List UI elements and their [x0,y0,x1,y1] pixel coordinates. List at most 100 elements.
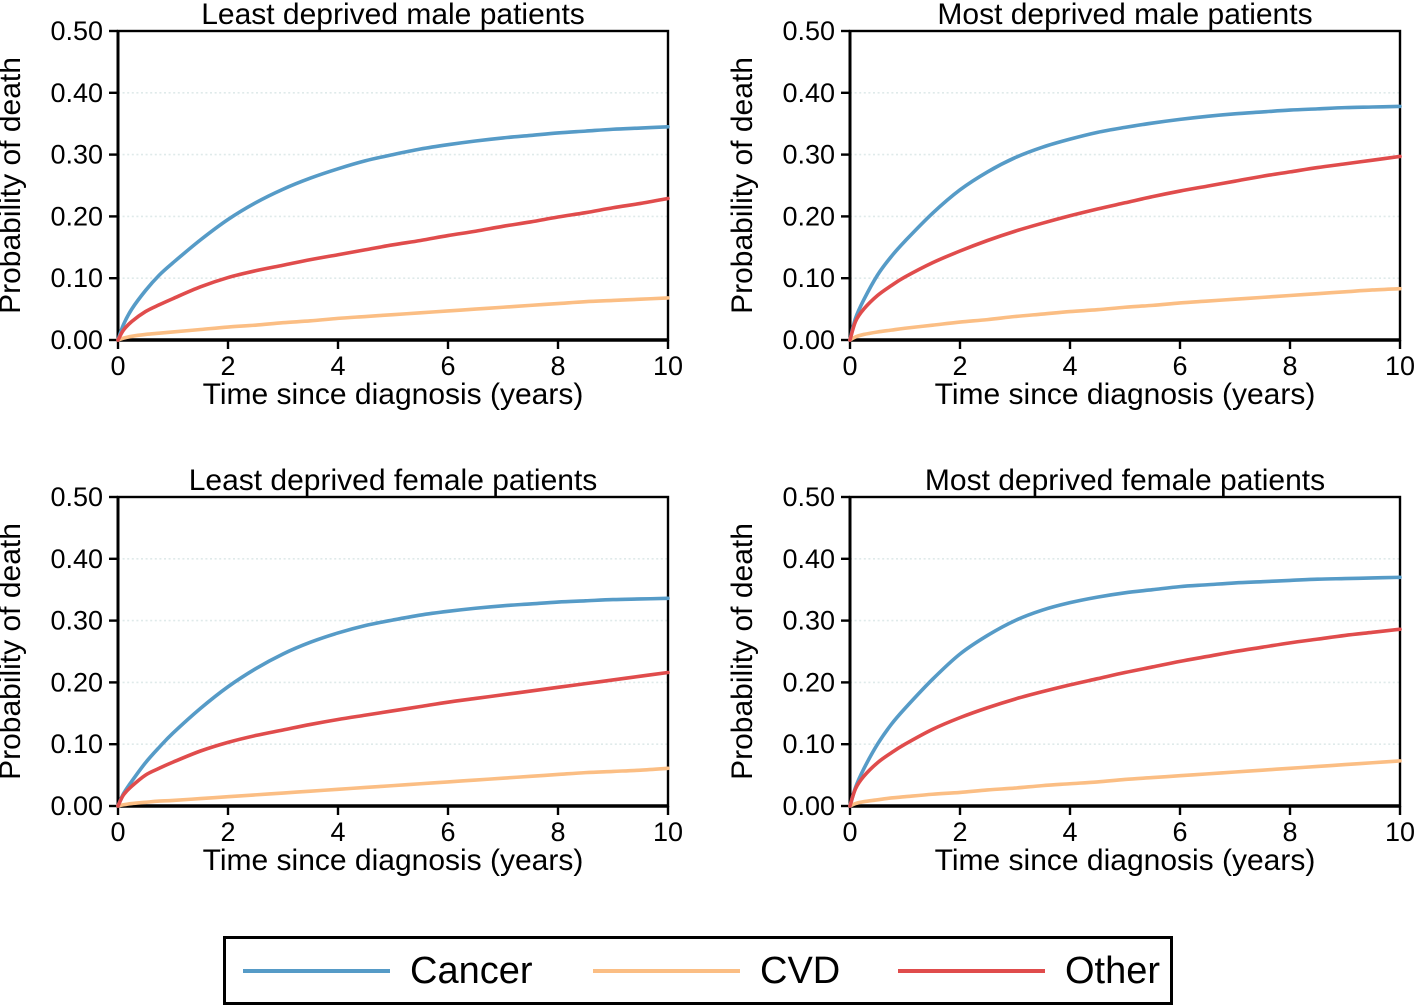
y-tick-label: 0.00 [50,791,103,821]
x-tick-label: 10 [1385,351,1415,381]
x-tick-label: 6 [1172,351,1187,381]
cancer-line [116,596,670,808]
legend-label-cancer: Cancer [410,949,533,992]
y-tick-label: 0.20 [782,667,835,697]
cancer-line [848,104,1402,342]
x-tick-label: 2 [952,351,967,381]
x-tick-label: 4 [330,351,345,381]
y-tick-label: 0.20 [782,201,835,231]
legend-item-cvd: CVD [593,939,840,1002]
x-tick-label: 6 [1172,817,1187,847]
y-tick-label: 0.10 [50,729,103,759]
x-tick-label: 2 [220,817,235,847]
cvd-line [848,286,1402,342]
x-tick-label: 0 [842,817,857,847]
y-tick-label: 0.50 [782,16,835,46]
other-line [116,196,670,342]
x-axis-label: Time since diagnosis (years) [935,844,1316,877]
x-tick-label: 4 [1062,817,1077,847]
x-tick-label: 10 [653,817,683,847]
y-tick-label: 0.30 [50,606,103,636]
gridlines [850,558,1400,746]
y-tick-label: 0.30 [782,140,835,170]
x-axis-ticks: 0 2 4 6 8 10 [110,806,683,847]
other-legend-swatch [898,968,1045,973]
y-tick-label: 0.40 [50,78,103,108]
y-tick-label: 0.30 [50,140,103,170]
x-axis-label: Time since diagnosis (years) [203,378,584,411]
gridlines [118,558,668,746]
panel-title: Least deprived female patients [189,464,598,497]
x-tick-label: 8 [1282,817,1297,847]
y-axis-ticks: 0.00 0.10 0.20 0.30 0.40 0.50 [50,482,118,821]
x-tick-label: 10 [1385,817,1415,847]
x-tick-label: 0 [842,351,857,381]
y-axis-ticks: 0.00 0.10 0.20 0.30 0.40 0.50 [782,482,850,821]
y-tick-label: 0.10 [782,729,835,759]
y-tick-label: 0.50 [50,482,103,512]
y-tick-label: 0.00 [782,791,835,821]
cvd-line [116,766,670,808]
cancer-line [848,575,1402,808]
legend-label-cvd: CVD [760,949,841,992]
x-tick-label: 0 [110,817,125,847]
panel-title: Most deprived male patients [937,0,1312,31]
gridlines [850,92,1400,280]
x-axis-ticks: 0 2 4 6 8 10 [110,340,683,381]
cvd-legend-swatch [593,968,740,973]
panel-title: Most deprived female patients [925,464,1325,497]
other-line [848,627,1402,808]
x-tick-label: 2 [220,351,235,381]
x-tick-label: 8 [1282,351,1297,381]
legend-item-cancer: Cancer [243,939,533,1002]
y-tick-label: 0.10 [50,263,103,293]
x-tick-label: 8 [550,817,565,847]
y-tick-label: 0.50 [782,482,835,512]
y-tick-label: 0.30 [782,606,835,636]
x-tick-label: 4 [1062,351,1077,381]
y-tick-label: 0.40 [782,78,835,108]
x-axis-label: Time since diagnosis (years) [935,378,1316,411]
y-tick-label: 0.40 [50,544,103,574]
y-tick-label: 0.20 [50,667,103,697]
y-tick-label: 0.50 [50,16,103,46]
other-line [116,670,670,808]
y-tick-label: 0.40 [782,544,835,574]
y-tick-label: 0.10 [782,263,835,293]
chart-most-deprived-male-patients: 0.00 0.10 0.20 0.30 0.40 0.50 0 2 4 6 8 10 Most depr… [726,0,1415,411]
x-tick-label: 10 [653,351,683,381]
x-axis-label: Time since diagnosis (years) [203,844,584,877]
panel-title: Least deprived male patients [201,0,585,31]
x-tick-label: 6 [440,817,455,847]
y-tick-label: 0.00 [782,325,835,355]
plot-border [848,495,1402,808]
x-axis-ticks: 0 2 4 6 8 10 [842,340,1415,381]
cvd-line [116,296,670,342]
legend-item-other: Other [898,939,1160,1002]
y-axis-label: Probability of death [0,57,27,314]
chart-most-deprived-female-patients: 0.00 0.10 0.20 0.30 0.40 0.50 0 2 4 6 8 10 Most depr… [726,464,1415,877]
plot-border [116,29,670,342]
legend: Cancer CVD Other [223,936,1173,1005]
x-tick-label: 4 [330,817,345,847]
chart-least-deprived-female-patients: 0.00 0.10 0.20 0.30 0.40 0.50 0 2 4 6 8 10 Least dep… [0,464,683,877]
y-tick-label: 0.20 [50,201,103,231]
y-axis-ticks: 0.00 0.10 0.20 0.30 0.40 0.50 [50,16,118,355]
y-axis-label: Probability of death [726,523,759,780]
x-tick-label: 0 [110,351,125,381]
y-tick-label: 0.00 [50,325,103,355]
x-tick-label: 6 [440,351,455,381]
cancer-legend-swatch [243,968,390,973]
x-tick-label: 8 [550,351,565,381]
x-axis-ticks: 0 2 4 6 8 10 [842,806,1415,847]
cancer-line [116,124,670,342]
y-axis-label: Probability of death [0,523,27,780]
gridlines [118,92,668,280]
cvd-line [848,759,1402,808]
other-line [848,154,1402,342]
legend-label-other: Other [1065,949,1161,992]
y-axis-label: Probability of death [726,57,759,314]
y-axis-ticks: 0.00 0.10 0.20 0.30 0.40 0.50 [782,16,850,355]
x-tick-label: 2 [952,817,967,847]
